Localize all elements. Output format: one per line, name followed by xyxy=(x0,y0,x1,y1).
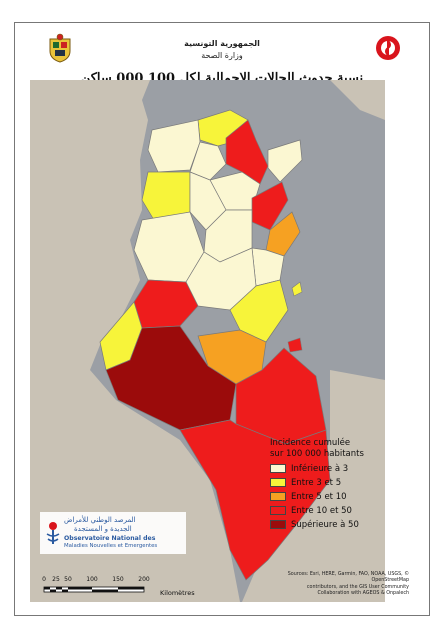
scale-tick: 50 xyxy=(64,576,72,583)
region-kebili xyxy=(105,325,237,431)
region-tataouine xyxy=(179,419,331,581)
legend-item: Inférieure à 3 xyxy=(270,463,388,474)
legend-item: Entre 3 et 5 xyxy=(270,477,388,488)
region-gafsa xyxy=(133,279,199,329)
credits-line-3: Collaboration with AGEOS & Onpalech xyxy=(317,591,409,597)
legend-title-line-2: sur 100 000 habitants xyxy=(270,449,364,459)
italy-land xyxy=(330,80,385,120)
kerkennah-island xyxy=(291,281,303,297)
map-legend: Incidence cumulée sur 100 000 habitants … xyxy=(270,438,388,530)
map-credits: Sources: Esri, HERE, Garmin, FAO, NOAA, … xyxy=(259,572,409,598)
scale-unit: Kilomètres xyxy=(160,589,195,597)
legend-label: Entre 3 et 5 xyxy=(291,477,342,488)
legend-label: Entre 10 et 50 xyxy=(291,505,352,516)
region-tunis xyxy=(225,119,269,185)
djerba-island xyxy=(287,337,303,353)
region-monastir xyxy=(265,211,301,257)
legend-label: Supérieure à 50 xyxy=(291,519,359,530)
legend-swatch xyxy=(270,464,286,473)
legend-swatch xyxy=(270,506,286,515)
legend-swatch xyxy=(270,478,286,487)
region-jendouba xyxy=(147,119,201,173)
algeria-land xyxy=(30,80,240,602)
governorates xyxy=(99,109,331,581)
region-beja xyxy=(189,141,227,181)
legend-item: Supérieure à 50 xyxy=(270,519,388,530)
credits-line-2: contributors, and the GIS User Community xyxy=(306,584,409,590)
legend-label: Entre 5 et 10 xyxy=(291,491,347,502)
scale-tick: 0 xyxy=(42,576,46,583)
scale-tick: 100 xyxy=(86,576,98,583)
ministry-name: وزارة الصحة xyxy=(201,51,243,60)
credits-line-1: Sources: Esri, HERE, Garmin, FAO, NOAA, … xyxy=(287,572,409,584)
region-sidibouzid xyxy=(185,247,257,311)
observatory-french-line-2: Maladies Nouvelles et Emergentes xyxy=(64,543,158,549)
observatory-french-line-1: Observatoire National des xyxy=(64,535,156,542)
observatory-arabic-line-1: المرصد الوطني للأمراض xyxy=(64,516,136,524)
ministry-health-logo-icon xyxy=(376,36,400,60)
legend-label: Inférieure à 3 xyxy=(291,463,349,474)
scale-tick: 25 xyxy=(52,576,60,583)
legend-swatch xyxy=(270,492,286,501)
coat-of-arms-icon xyxy=(49,33,71,63)
observatory-logo: المرصد الوطني للأمراض الجديدة و المستجدة… xyxy=(40,512,186,554)
legend-swatch xyxy=(270,520,286,529)
observatory-arabic-line-2: الجديدة و المستجدة xyxy=(74,525,132,533)
government-name: الجمهورية التونسية xyxy=(184,39,260,48)
region-nabeul xyxy=(267,139,303,183)
scale-tick: 200 xyxy=(138,576,150,583)
legend-item: Entre 5 et 10 xyxy=(270,491,388,502)
region-kef xyxy=(141,171,191,221)
scale-bar-graphic xyxy=(43,586,145,593)
observatory-emblem-icon xyxy=(46,522,60,544)
map-svg xyxy=(30,80,385,602)
scale-tick: 150 xyxy=(112,576,124,583)
scale-bar: 0 25 50 100 150 200 Kilomètres xyxy=(40,576,200,600)
legend-item: Entre 10 et 50 xyxy=(270,505,388,516)
legend-title-line-1: Incidence cumulée xyxy=(270,438,351,448)
